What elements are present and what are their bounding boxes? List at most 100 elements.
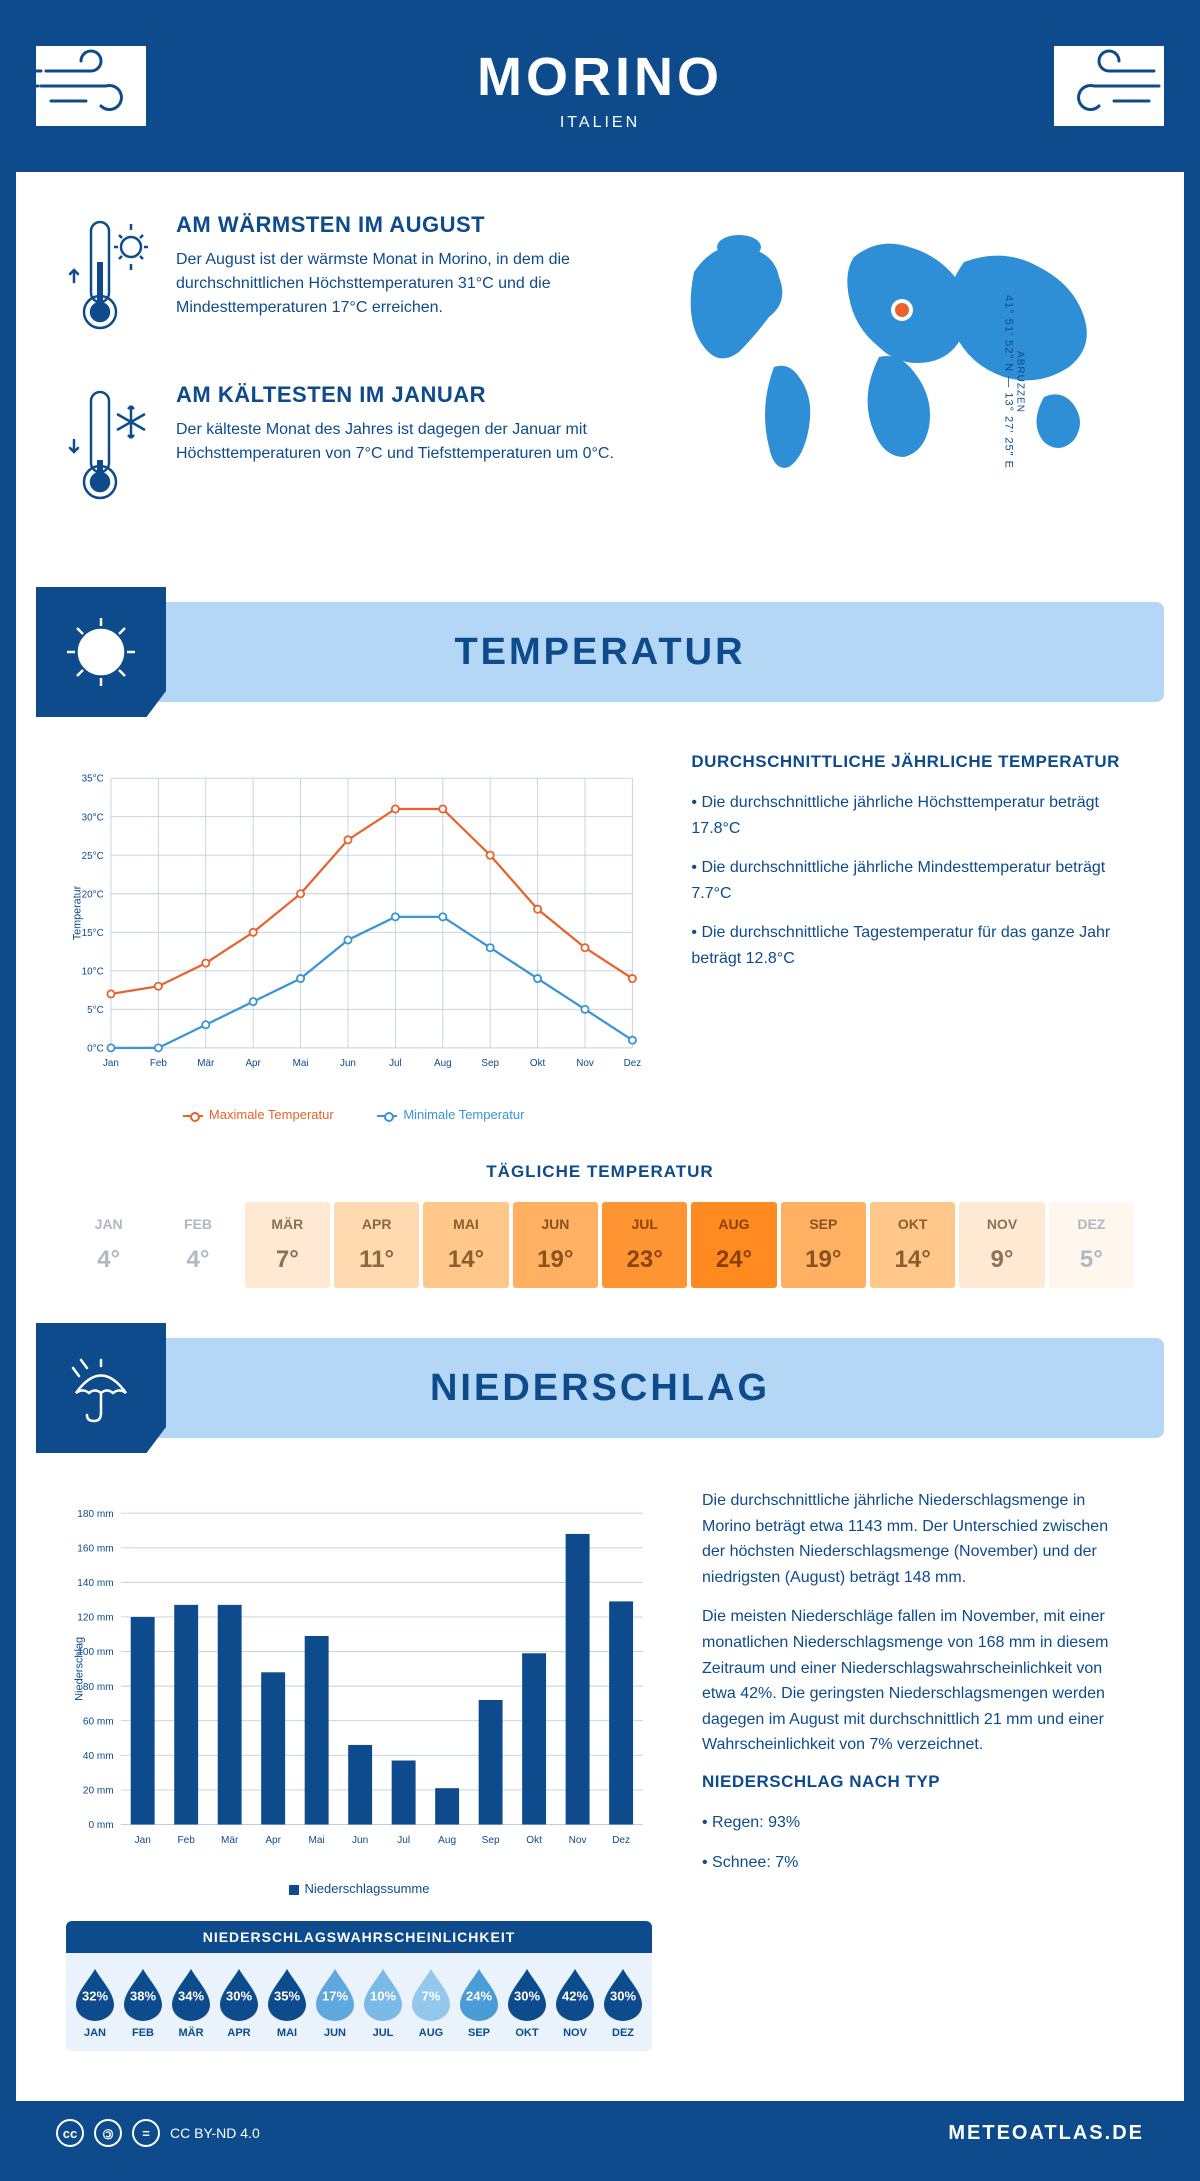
temperature-chart-col: 0°C5°C10°C15°C20°C25°C30°C35°CJanFebMärA… xyxy=(66,752,641,1122)
page: MORINO ITALIEN xyxy=(0,0,1200,2181)
svg-text:Jan: Jan xyxy=(103,1058,119,1069)
temp-cell: MAI14° xyxy=(423,1202,508,1288)
precipitation-banner: NIEDERSCHLAG xyxy=(36,1338,1164,1438)
svg-text:60 mm: 60 mm xyxy=(83,1716,114,1727)
coldest-title: AM KÄLTESTEN IM JANUAR xyxy=(176,382,614,408)
temp-cell: DEZ5° xyxy=(1049,1202,1134,1288)
coldest-block: AM KÄLTESTEN IM JANUAR Der kälteste Mona… xyxy=(66,382,614,517)
svg-text:80 mm: 80 mm xyxy=(83,1682,114,1693)
drop-cell: 32%JAN xyxy=(72,1965,118,2039)
avg-temp-item: Die durchschnittliche Tagestemperatur fü… xyxy=(691,920,1134,971)
svg-text:5°C: 5°C xyxy=(87,1005,104,1016)
drop-cell: 30%DEZ xyxy=(600,1965,646,2039)
svg-text:25°C: 25°C xyxy=(82,851,104,862)
page-title: MORINO xyxy=(36,46,1164,108)
precip-prob-title: NIEDERSCHLAGSWAHRSCHEINLICHKEIT xyxy=(66,1921,652,1953)
precipitation-chart-col: 0 mm20 mm40 mm60 mm80 mm100 mm120 mm140 … xyxy=(66,1488,652,2051)
world-map-icon xyxy=(654,212,1134,492)
temp-cell: JAN4° xyxy=(66,1202,151,1288)
svg-text:Jun: Jun xyxy=(352,1835,368,1846)
wind-icon-right xyxy=(1054,46,1164,126)
svg-text:Mär: Mär xyxy=(197,1058,215,1069)
avg-temp-title: DURCHSCHNITTLICHE JÄHRLICHE TEMPERATUR xyxy=(691,752,1134,772)
header: MORINO ITALIEN xyxy=(16,16,1184,172)
svg-text:Mai: Mai xyxy=(293,1058,309,1069)
drop-cell: 7%AUG xyxy=(408,1965,454,2039)
drop-cell: 10%JUL xyxy=(360,1965,406,2039)
temp-cell: MÄR7° xyxy=(245,1202,330,1288)
svg-text:Feb: Feb xyxy=(178,1835,196,1846)
temp-cell: NOV9° xyxy=(959,1202,1044,1288)
thermometer-sun-icon xyxy=(66,212,156,347)
precipitation-heading: NIEDERSCHLAG xyxy=(430,1367,770,1410)
temperature-line-chart: 0°C5°C10°C15°C20°C25°C30°C35°CJanFebMärA… xyxy=(66,752,641,1092)
temp-cell: JUL23° xyxy=(602,1202,687,1288)
footer: cc 🄯 = CC BY-ND 4.0 METEOATLAS.DE xyxy=(16,2101,1184,2165)
svg-text:40 mm: 40 mm xyxy=(83,1751,114,1762)
precipitation-legend: Niederschlagssumme xyxy=(66,1881,652,1896)
temp-cell: FEB4° xyxy=(155,1202,240,1288)
svg-text:180 mm: 180 mm xyxy=(77,1509,113,1520)
svg-text:0°C: 0°C xyxy=(87,1043,104,1054)
svg-text:20 mm: 20 mm xyxy=(83,1786,114,1797)
coords-region: ABRUZZEN xyxy=(1015,242,1026,522)
warmest-title: AM WÄRMSTEN IM AUGUST xyxy=(176,212,614,238)
drop-cell: 30%OKT xyxy=(504,1965,550,2039)
precip-legend-label: Niederschlagssumme xyxy=(305,1881,430,1896)
coordinates: ABRUZZEN 41° 51' 52" N — 13° 27' 25" E xyxy=(1003,242,1026,522)
svg-text:Okt: Okt xyxy=(530,1058,546,1069)
svg-text:Dez: Dez xyxy=(612,1835,630,1846)
drop-cell: 42%NOV xyxy=(552,1965,598,2039)
svg-text:160 mm: 160 mm xyxy=(77,1543,113,1554)
warmest-text: AM WÄRMSTEN IM AUGUST Der August ist der… xyxy=(176,212,614,347)
avg-temp-item: Die durchschnittliche jährliche Höchstte… xyxy=(691,790,1134,841)
svg-text:Jun: Jun xyxy=(340,1058,356,1069)
svg-text:Jul: Jul xyxy=(397,1835,410,1846)
svg-text:Okt: Okt xyxy=(526,1835,542,1846)
footer-license: cc 🄯 = CC BY-ND 4.0 xyxy=(56,2119,260,2147)
footer-site: METEOATLAS.DE xyxy=(948,2122,1144,2145)
svg-text:35°C: 35°C xyxy=(82,774,104,785)
intro-left: AM WÄRMSTEN IM AUGUST Der August ist der… xyxy=(66,212,614,552)
svg-text:Aug: Aug xyxy=(438,1835,456,1846)
precip-type-list: Regen: 93%Schnee: 7% xyxy=(702,1810,1134,1875)
coldest-text: AM KÄLTESTEN IM JANUAR Der kälteste Mona… xyxy=(176,382,614,517)
temperature-text-col: DURCHSCHNITTLICHE JÄHRLICHE TEMPERATUR D… xyxy=(691,752,1134,1122)
drop-cell: 38%FEB xyxy=(120,1965,166,2039)
cc-icon: cc xyxy=(56,2119,84,2147)
drop-cell: 35%MAI xyxy=(264,1965,310,2039)
precipitation-text-col: Die durchschnittliche jährliche Niedersc… xyxy=(702,1488,1134,2051)
temperature-row: 0°C5°C10°C15°C20°C25°C30°C35°CJanFebMärA… xyxy=(16,732,1184,1142)
legend-min: Minimale Temperatur xyxy=(403,1107,524,1122)
drop-cell: 30%APR xyxy=(216,1965,262,2039)
intro-section: AM WÄRMSTEN IM AUGUST Der August ist der… xyxy=(16,172,1184,592)
precip-probability: NIEDERSCHLAGSWAHRSCHEINLICHKEIT 32%JAN38… xyxy=(66,1921,652,2051)
svg-text:Jul: Jul xyxy=(389,1058,402,1069)
svg-text:0 mm: 0 mm xyxy=(88,1820,113,1831)
daily-temp-title: TÄGLICHE TEMPERATUR xyxy=(66,1162,1134,1182)
svg-text:15°C: 15°C xyxy=(82,928,104,939)
svg-text:Apr: Apr xyxy=(265,1835,281,1846)
license-text: CC BY-ND 4.0 xyxy=(170,2125,260,2141)
warmest-desc: Der August ist der wärmste Monat in Mori… xyxy=(176,248,614,320)
avg-temp-item: Die durchschnittliche jährliche Mindestt… xyxy=(691,855,1134,906)
temp-cell: AUG24° xyxy=(691,1202,776,1288)
temp-cell: OKT14° xyxy=(870,1202,955,1288)
drop-cell: 17%JUN xyxy=(312,1965,358,2039)
temp-cell: SEP19° xyxy=(781,1202,866,1288)
temperature-legend: Maximale Temperatur Minimale Temperatur xyxy=(66,1107,641,1122)
svg-text:Nov: Nov xyxy=(576,1058,594,1069)
svg-text:120 mm: 120 mm xyxy=(77,1613,113,1624)
precip-type-item: Regen: 93% xyxy=(702,1810,1134,1836)
temperature-banner: TEMPERATUR xyxy=(36,602,1164,702)
svg-text:Mai: Mai xyxy=(309,1835,325,1846)
svg-text:Sep: Sep xyxy=(482,1835,500,1846)
drops-row: 32%JAN38%FEB34%MÄR30%APR35%MAI17%JUN10%J… xyxy=(66,1953,652,2051)
intro-right: ABRUZZEN 41° 51' 52" N — 13° 27' 25" E xyxy=(654,212,1134,552)
svg-text:Aug: Aug xyxy=(434,1058,452,1069)
avg-temp-list: Die durchschnittliche jährliche Höchstte… xyxy=(691,790,1134,972)
precipitation-row: 0 mm20 mm40 mm60 mm80 mm100 mm120 mm140 … xyxy=(16,1468,1184,2071)
svg-text:Sep: Sep xyxy=(481,1058,499,1069)
wind-icon-left xyxy=(36,46,146,126)
svg-text:Nov: Nov xyxy=(569,1835,587,1846)
